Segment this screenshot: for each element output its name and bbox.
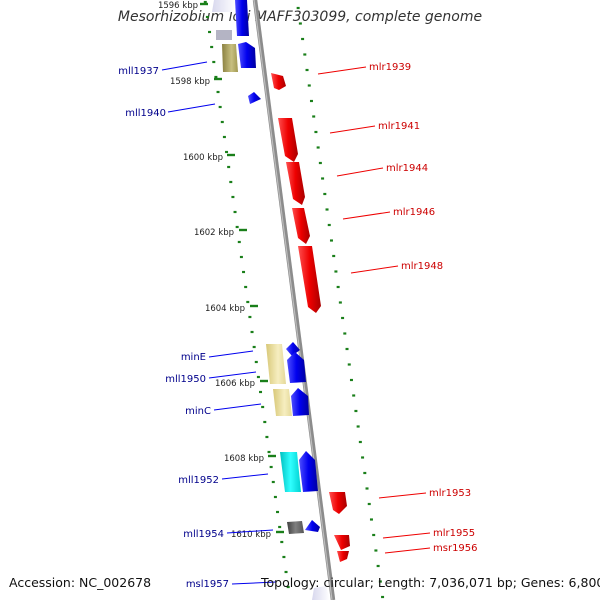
gene-feature-reverse	[235, 0, 249, 36]
gene-labels: mll1937 mll1940 minE mll1950 minC mll1952 mll1…	[118, 62, 477, 590]
label-leader-line	[208, 350, 254, 358]
topology-label: Topology: circular; Length: 7,036,071 bp…	[261, 575, 600, 590]
gene-feature-cds	[280, 452, 301, 492]
label-leader-line	[317, 66, 367, 75]
gene-label-reverse[interactable]: minC	[185, 406, 211, 417]
gene-label-forward[interactable]: mlr1944	[386, 163, 428, 174]
gene-feature-forward	[292, 208, 310, 244]
gene-feature-forward	[329, 492, 347, 514]
label-leader-line	[167, 103, 216, 113]
gene-label-forward[interactable]: msr1956	[433, 543, 478, 554]
gene-label-reverse[interactable]: mll1950	[165, 374, 206, 385]
gene-label-forward[interactable]: mlr1939	[369, 62, 411, 73]
gene-label-forward[interactable]: mlr1946	[393, 207, 435, 218]
label-leader-line	[221, 473, 269, 480]
label-leader-line	[384, 547, 431, 554]
label-leader-line	[213, 403, 262, 411]
outer-ring-dots	[296, 6, 385, 599]
label-leader-line	[161, 61, 208, 71]
gene-feature-partial	[212, 0, 236, 12]
label-leader-line	[231, 581, 277, 585]
label-leader-line	[329, 125, 376, 134]
gene-feature-cds	[266, 344, 286, 384]
gene-label-reverse[interactable]: mll1954	[183, 529, 224, 540]
gene-feature-reverse	[248, 92, 261, 104]
tick-label: 1606 kbp	[215, 379, 255, 389]
label-leader-line	[342, 211, 391, 220]
label-leader-line	[382, 532, 431, 539]
gene-feature-reverse	[238, 42, 256, 68]
inner-ring-dots	[203, 0, 290, 589]
gene-feature-cds	[222, 44, 238, 72]
tick-label: 1608 kbp	[224, 454, 264, 464]
gene-feature-reverse	[287, 352, 306, 383]
gene-label-forward[interactable]: mlr1955	[433, 528, 475, 539]
scale-ticks: 1596 kbp 1598 kbp 1600 kbp 1602 kbp 1604 kbp…	[158, 1, 284, 540]
tick-label: 1598 kbp	[170, 77, 210, 87]
gene-feature-forward	[278, 118, 298, 162]
gene-feature-reverse	[305, 520, 320, 532]
gene-features	[212, 0, 350, 600]
label-leader-line	[378, 492, 427, 499]
gene-feature-gray	[216, 30, 232, 40]
gene-feature-reverse	[291, 388, 309, 416]
gene-label-forward[interactable]: mlr1941	[378, 121, 420, 132]
gene-label-reverse[interactable]: mll1937	[118, 66, 159, 77]
gene-feature-forward	[271, 73, 286, 90]
gene-label-reverse[interactable]: minE	[181, 352, 206, 363]
tick-label: 1602 kbp	[194, 228, 234, 238]
gene-feature-cds	[273, 389, 292, 416]
gene-feature-partial	[312, 586, 330, 600]
tick-label: 1604 kbp	[205, 304, 245, 314]
gene-label-reverse[interactable]: msl1957	[186, 579, 229, 590]
label-leader-line	[350, 265, 399, 274]
gene-feature-forward	[298, 246, 321, 313]
genome-backbone-highlight	[253, 0, 333, 600]
tick-label: 1600 kbp	[183, 153, 223, 163]
gene-feature-cds	[287, 521, 304, 534]
gene-label-reverse[interactable]: mll1952	[178, 475, 219, 486]
map-title: Mesorhizobium loti MAFF303099, complete …	[117, 9, 483, 25]
gene-feature-reverse	[286, 342, 300, 356]
label-leader-line	[336, 167, 384, 177]
tick-label: 1596 kbp	[158, 1, 198, 11]
accession-label: Accession: NC_002678	[9, 575, 152, 590]
label-leader-line	[208, 371, 257, 379]
label-leaders	[161, 61, 431, 585]
gene-feature-reverse	[299, 451, 318, 492]
tick-label: 1610 kbp	[231, 530, 271, 540]
gene-label-forward[interactable]: mlr1953	[429, 488, 471, 499]
gene-feature-forward	[337, 551, 349, 562]
genome-backbone	[252, 0, 336, 600]
gene-label-forward[interactable]: mlr1948	[401, 261, 443, 272]
label-leader-line	[226, 529, 274, 534]
gene-label-reverse[interactable]: mll1940	[125, 108, 166, 119]
gene-feature-forward	[334, 535, 350, 550]
gene-feature-forward	[286, 162, 305, 205]
